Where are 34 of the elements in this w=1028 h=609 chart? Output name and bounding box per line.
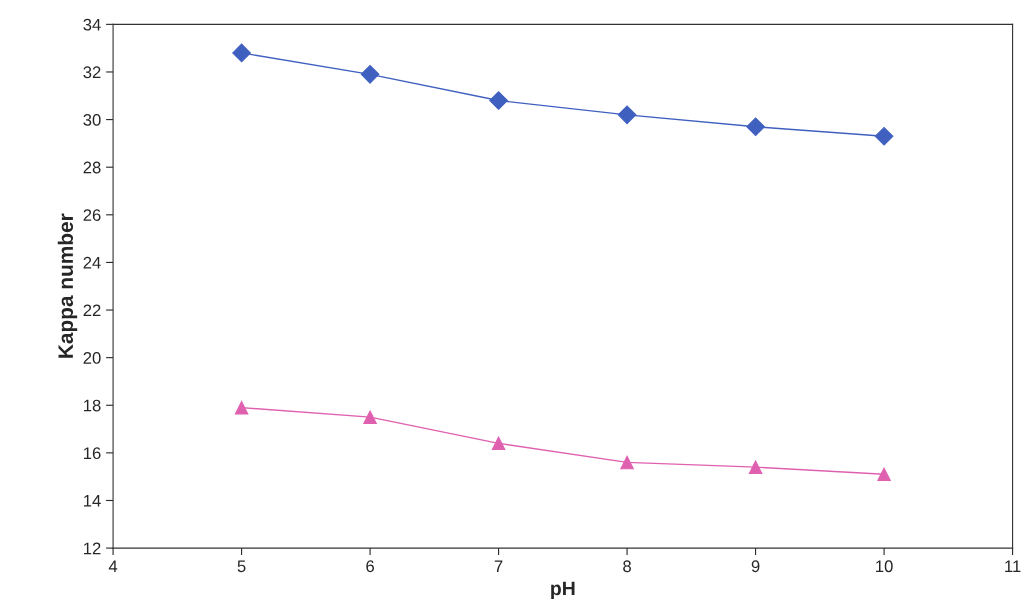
y-tick-label: 12 [84,542,101,555]
y-tick-label: 16 [84,447,101,460]
y-tick-label: 34 [83,18,101,31]
point [617,105,637,125]
x-tick-label: 11 [1005,560,1021,572]
x-tick-label: 9 [751,560,760,573]
x-tick-label: 4 [108,560,118,572]
y-tick-label: 18 [84,399,101,412]
x-tick-label: 7 [494,560,503,572]
y-tick-label: 20 [83,352,101,364]
point [491,436,506,451]
x-tick-label: 6 [366,560,374,573]
y-tick-label: 22 [83,304,101,317]
y-tick-label: 28 [83,161,101,174]
x-axis-title: pH [551,581,575,600]
y-tick-label: 32 [83,66,101,79]
y-tick-label: 24 [83,256,101,269]
point [748,460,763,474]
y-tick-label: 30 [83,113,101,126]
point [360,64,380,84]
x-tick-label: 8 [623,560,631,573]
x-tick-label: 5 [237,560,246,573]
y-tick-label: 14 [84,495,101,507]
point [620,455,634,470]
point [232,43,251,63]
point [874,126,894,146]
y-axis-title: Kappa number [57,213,78,358]
point [363,410,377,424]
y-tick-label: 26 [83,209,101,222]
point [746,117,765,137]
point [234,400,249,415]
point [489,91,508,110]
x-tick-label: 10 [876,560,893,573]
point [877,467,891,482]
